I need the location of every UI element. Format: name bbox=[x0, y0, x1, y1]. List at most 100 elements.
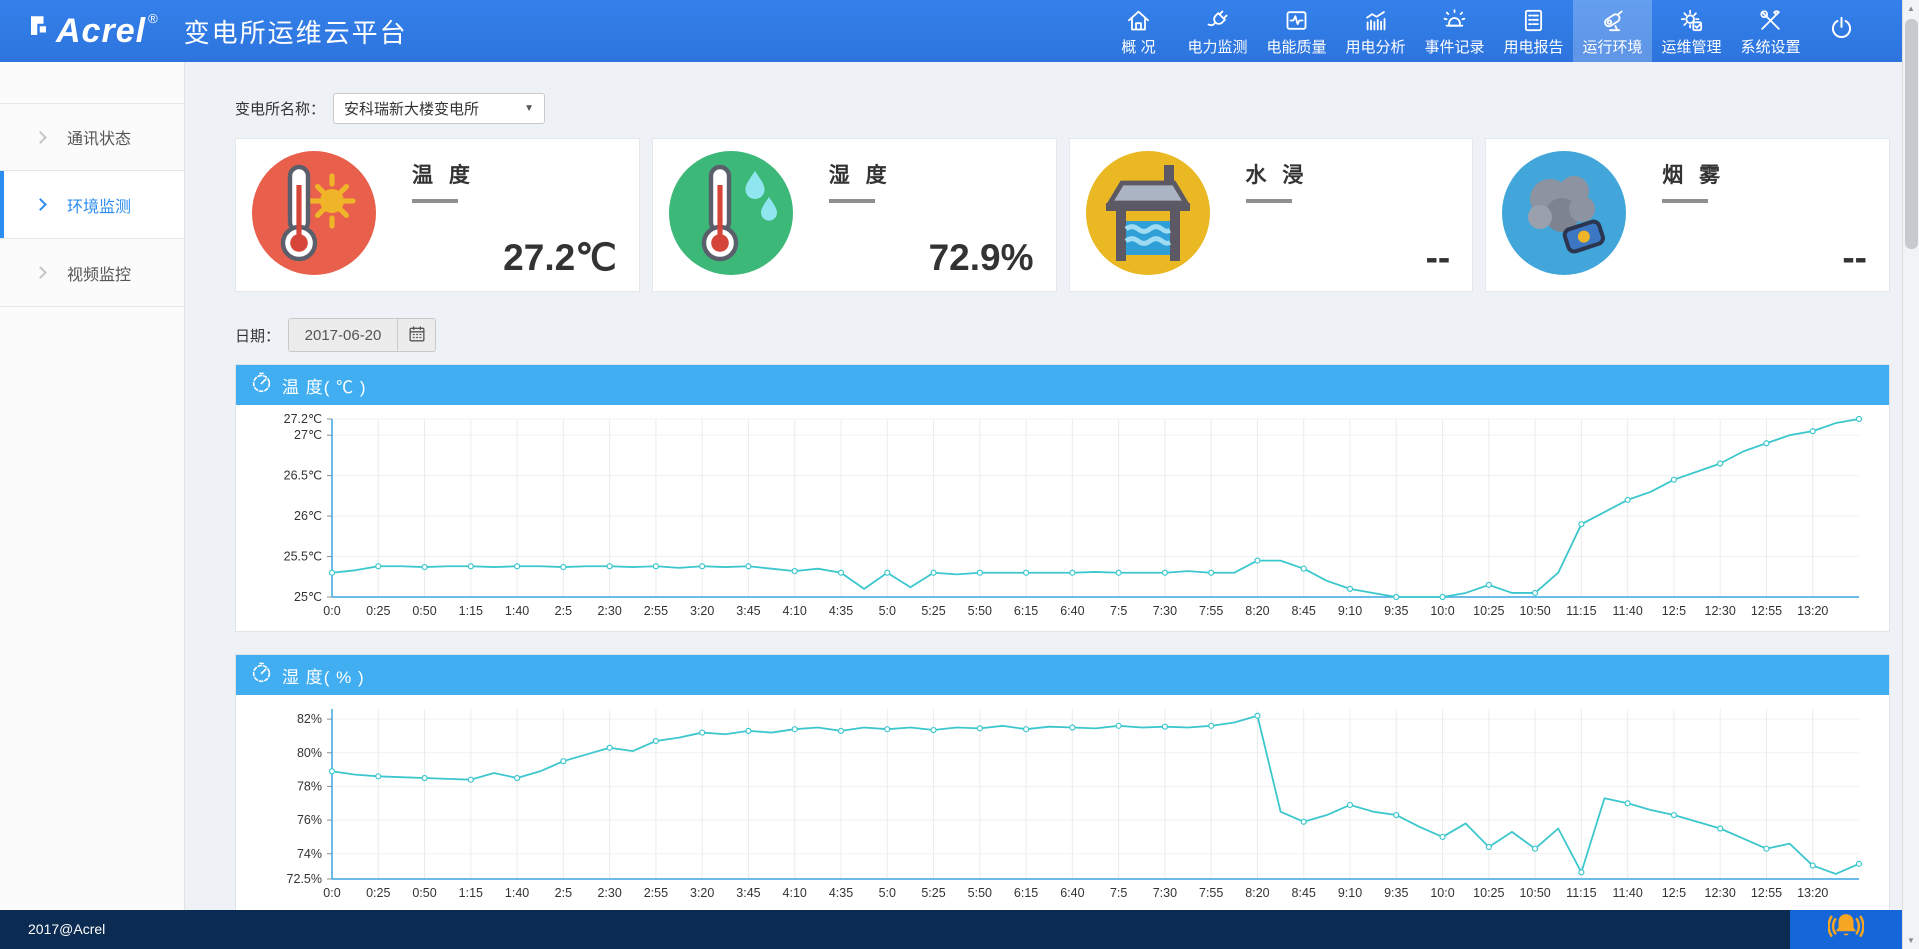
title-underline bbox=[1662, 199, 1709, 203]
svg-text:4:35: 4:35 bbox=[829, 604, 853, 618]
alarm-bell-icon bbox=[1827, 909, 1865, 949]
svg-text:3:45: 3:45 bbox=[736, 886, 760, 900]
svg-text:6:40: 6:40 bbox=[1060, 886, 1084, 900]
svg-text:6:15: 6:15 bbox=[1014, 604, 1038, 618]
svg-text:12:55: 12:55 bbox=[1751, 886, 1782, 900]
svg-text:9:35: 9:35 bbox=[1384, 886, 1408, 900]
svg-text:25℃: 25℃ bbox=[294, 590, 322, 604]
svg-text:76%: 76% bbox=[297, 813, 322, 827]
scroll-up-arrow[interactable]: ▲ bbox=[1907, 4, 1915, 13]
nav-item-label: 用电报告 bbox=[1503, 39, 1564, 56]
metric-title: 烟 雾 bbox=[1662, 164, 1726, 187]
svg-text:26℃: 26℃ bbox=[294, 509, 322, 523]
svg-text:1:40: 1:40 bbox=[505, 604, 529, 618]
footer: 2017@Acrel bbox=[0, 910, 1919, 949]
sidebar-item-label: 通讯状态 bbox=[67, 131, 132, 148]
scroll-down-arrow[interactable]: ▼ bbox=[1907, 936, 1915, 945]
svg-text:7:5: 7:5 bbox=[1110, 604, 1127, 618]
svg-text:10:25: 10:25 bbox=[1473, 886, 1504, 900]
chevron-right-icon bbox=[34, 266, 47, 279]
svg-text:10:25: 10:25 bbox=[1473, 604, 1504, 618]
metric-title: 湿 度 bbox=[828, 164, 892, 187]
svg-text:7:5: 7:5 bbox=[1110, 886, 1127, 900]
nav-item-5[interactable]: 事件记录 bbox=[1415, 0, 1494, 62]
svg-text:12:30: 12:30 bbox=[1705, 604, 1736, 618]
svg-text:25.5℃: 25.5℃ bbox=[284, 550, 322, 564]
nav-item-9[interactable]: 系统设置 bbox=[1731, 0, 1810, 62]
nav-item-4[interactable]: 用电分析 bbox=[1336, 0, 1415, 62]
svg-text:7:55: 7:55 bbox=[1199, 604, 1223, 618]
metric-value: 27.2℃ bbox=[503, 237, 617, 278]
nav-item-8[interactable]: 运维管理 bbox=[1652, 0, 1731, 62]
nav-item-label: 系统设置 bbox=[1740, 39, 1801, 56]
chevron-right-icon bbox=[34, 130, 47, 144]
svg-text:2:30: 2:30 bbox=[597, 604, 621, 618]
scrollbar-thumb[interactable] bbox=[1905, 19, 1918, 249]
main-content: 变电所名称： 安科瑞新大楼变电所 ▼ 温 度 27.2℃ 湿 度 72.9% 水 浸 --… bbox=[185, 62, 1902, 910]
svg-text:9:35: 9:35 bbox=[1384, 604, 1408, 618]
sidebar-item-label: 环境监测 bbox=[67, 198, 132, 216]
svg-text:5:50: 5:50 bbox=[968, 886, 992, 900]
svg-text:6:15: 6:15 bbox=[1014, 886, 1038, 900]
svg-text:7:55: 7:55 bbox=[1199, 886, 1223, 900]
date-label: 日期： bbox=[235, 327, 281, 345]
top-nav: 概 况 电力监测 电能质量 用电分析 事件记录 用电报告 运行环境 运维管理 系统设置 bbox=[1099, 0, 1810, 62]
smoke-icon bbox=[1500, 149, 1628, 282]
svg-text:1:15: 1:15 bbox=[459, 604, 483, 618]
metric-card-content: 烟 雾 -- bbox=[1628, 151, 1867, 279]
plug-icon bbox=[1204, 5, 1231, 35]
nav-item-label: 事件记录 bbox=[1424, 39, 1485, 56]
svg-text:9:10: 9:10 bbox=[1338, 886, 1362, 900]
svg-text:0:50: 0:50 bbox=[412, 604, 436, 618]
metric-value: -- bbox=[1425, 237, 1451, 278]
svg-text:12:5: 12:5 bbox=[1662, 886, 1686, 900]
alarm-icon bbox=[1441, 5, 1468, 35]
nav-item-6[interactable]: 用电报告 bbox=[1494, 0, 1573, 62]
svg-text:5:50: 5:50 bbox=[968, 604, 992, 618]
svg-text:1:15: 1:15 bbox=[459, 886, 483, 900]
date-input[interactable] bbox=[289, 319, 398, 351]
home-icon bbox=[1125, 5, 1152, 35]
svg-text:5:0: 5:0 bbox=[879, 886, 896, 900]
nav-item-1[interactable]: 概 况 bbox=[1099, 0, 1178, 62]
timer-icon bbox=[250, 371, 273, 399]
svg-text:11:40: 11:40 bbox=[1612, 604, 1642, 618]
sidebar-item-3[interactable]: 视频监控 bbox=[0, 239, 184, 307]
station-select[interactable]: 安科瑞新大楼变电所 ▼ bbox=[333, 92, 546, 124]
gear-icon bbox=[1678, 5, 1705, 35]
scrollbar[interactable]: ▲ ▼ bbox=[1902, 0, 1919, 949]
line-chart-svg: 0:0 0:25 0:50 1:15 1:40 2:5 2:30 2:55 3:20 3:45 4:… bbox=[284, 412, 1863, 618]
power-button[interactable] bbox=[1810, 0, 1872, 62]
sidebar-item-2[interactable]: 环境监测 bbox=[0, 171, 184, 239]
svg-text:5:25: 5:25 bbox=[921, 604, 945, 618]
thermometer-sun-icon bbox=[250, 149, 378, 282]
calendar-button[interactable] bbox=[397, 319, 436, 351]
svg-text:10:0: 10:0 bbox=[1430, 886, 1454, 900]
acrel-logo-icon bbox=[26, 10, 56, 45]
sidebar-item-1[interactable]: 通讯状态 bbox=[0, 103, 184, 171]
svg-text:5:25: 5:25 bbox=[921, 886, 945, 900]
alarm-bell-button[interactable] bbox=[1790, 910, 1902, 949]
metric-card-1: 温 度 27.2℃ bbox=[235, 138, 640, 292]
svg-text:11:15: 11:15 bbox=[1566, 604, 1596, 618]
nav-item-3[interactable]: 电能质量 bbox=[1257, 0, 1336, 62]
nav-item-2[interactable]: 电力监测 bbox=[1178, 0, 1257, 62]
svg-text:12:30: 12:30 bbox=[1705, 886, 1736, 900]
acrel-logo: Acrel ® bbox=[26, 1, 158, 61]
station-select-value: 安科瑞新大楼变电所 bbox=[344, 100, 480, 118]
svg-text:0:0: 0:0 bbox=[323, 886, 340, 900]
chevron-down-icon: ▼ bbox=[524, 102, 535, 114]
svg-text:5:0: 5:0 bbox=[879, 604, 896, 618]
temperature-chart: 0:0 0:25 0:50 1:15 1:40 2:5 2:30 2:55 3:20 3:45 4:… bbox=[236, 405, 1889, 631]
metric-card-content: 温 度 27.2℃ bbox=[378, 151, 617, 279]
timer-icon bbox=[250, 661, 273, 689]
svg-text:3:20: 3:20 bbox=[690, 886, 714, 900]
water-tank-icon bbox=[1084, 149, 1212, 282]
svg-text:4:10: 4:10 bbox=[783, 604, 807, 618]
temperature-chart-card: 温 度( ℃ ) 0:0 0:25 0:50 1:15 1:40 2:5 2:30 2:55 3… bbox=[235, 364, 1890, 632]
title-underline bbox=[412, 199, 458, 203]
nav-item-7[interactable]: 运行环境 bbox=[1573, 0, 1652, 62]
svg-text:4:10: 4:10 bbox=[783, 886, 807, 900]
svg-text:13:20: 13:20 bbox=[1797, 604, 1828, 618]
svg-text:10:50: 10:50 bbox=[1519, 886, 1550, 900]
